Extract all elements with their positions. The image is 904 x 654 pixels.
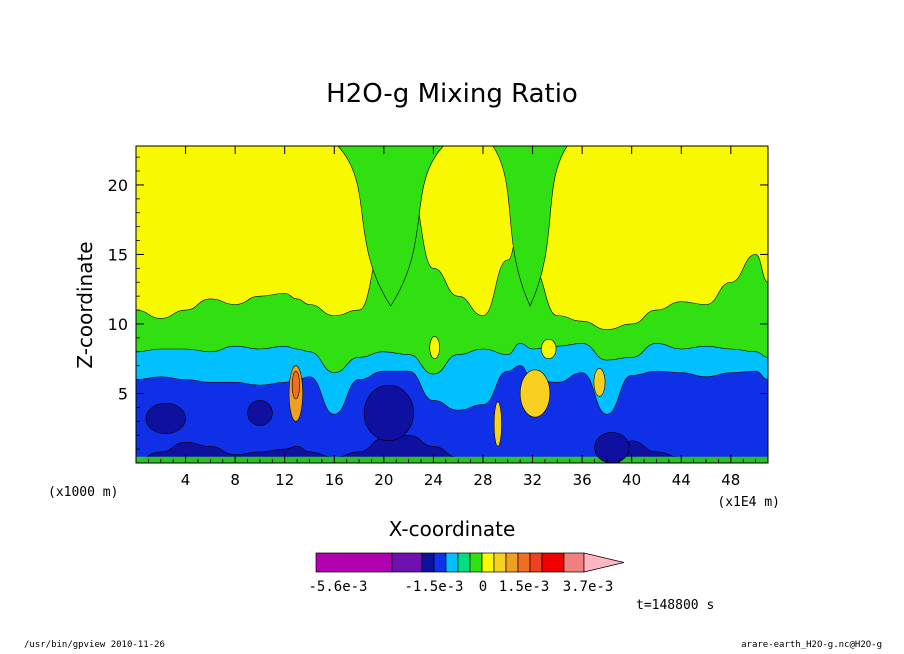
- contour-field: [136, 146, 768, 463]
- colorbar-swatch-14: [563, 552, 585, 573]
- contour-blob-10: [291, 370, 300, 400]
- colorbar-swatch-3: [421, 552, 435, 573]
- x-axis-label: X-coordinate: [389, 517, 516, 541]
- x-tick-label-24: 24: [424, 471, 443, 489]
- contour-blob-6: [593, 368, 606, 397]
- colorbar-label-3: 0: [479, 579, 487, 595]
- x-scale-note: (x1E4 m): [717, 495, 780, 510]
- colorbar-swatch-1: [315, 552, 393, 573]
- y-tick-label-15: 15: [108, 245, 128, 264]
- contour-blob-2: [247, 400, 273, 426]
- x-tick-label-32: 32: [523, 471, 542, 489]
- contour-blob-1: [145, 402, 186, 435]
- green-column-1: [337, 146, 444, 307]
- x-tick-label-20: 20: [374, 471, 393, 489]
- y-axis: 5 10 15 20: [108, 156, 768, 450]
- contour-blob-8: [540, 338, 557, 360]
- contour-blob-5: [519, 369, 551, 418]
- colorbar-arrow: [583, 552, 625, 573]
- colorbar-swatch-13: [541, 552, 565, 573]
- y-tick-label-10: 10: [108, 315, 128, 334]
- x-tick-label-12: 12: [275, 471, 294, 489]
- time-label: t=148800 s: [636, 598, 714, 613]
- contour-blob-3: [363, 384, 414, 442]
- band-yellow-upper: [136, 146, 768, 330]
- x-tick-label-4: 4: [181, 471, 191, 489]
- footer-file: arare-earth_H2O-g.nc@H2O-g: [741, 640, 882, 650]
- x-tick-label-8: 8: [230, 471, 240, 489]
- colorbar-label-4: 1.5e-3: [499, 579, 550, 595]
- colorbar-swatch-8: [481, 552, 495, 573]
- colorbar-swatch-11: [517, 552, 531, 573]
- x-tick-label-28: 28: [473, 471, 492, 489]
- y-axis-label: Z-coordinate: [73, 241, 97, 368]
- colorbar-label-1: -5.6e-3: [308, 579, 367, 595]
- colorbar-swatch-12: [529, 552, 543, 573]
- x-tick-label-48: 48: [721, 471, 740, 489]
- colorbar-labels: -5.6e-3 -1.5e-3 0 1.5e-3 3.7e-3: [308, 579, 613, 595]
- contour-blob-7: [429, 336, 440, 360]
- colorbar: [315, 552, 625, 573]
- colorbar-swatch-10: [505, 552, 519, 573]
- x-tick-label-40: 40: [622, 471, 641, 489]
- colorbar-label-2: -1.5e-3: [404, 579, 463, 595]
- green-column-2: [492, 146, 568, 307]
- colorbar-swatch-2: [391, 552, 423, 573]
- x-axis: 4 8 12 16 20 24 28 32 36 40 44 48: [147, 146, 757, 489]
- footer-command: /usr/bin/gpview 2010-11-26: [24, 640, 165, 650]
- x-unit-label: (x1000 m): [48, 485, 118, 500]
- colorbar-swatch-7: [469, 552, 483, 573]
- contour-blob-4: [594, 432, 630, 463]
- ground-strip: [136, 456, 768, 463]
- colorbar-label-5: 3.7e-3: [563, 579, 614, 595]
- colorbar-swatch-9: [493, 552, 507, 573]
- chart-title: H2O-g Mixing Ratio: [326, 79, 578, 109]
- x-tick-label-36: 36: [573, 471, 592, 489]
- contour-blob-11: [493, 401, 502, 447]
- colorbar-swatch-4: [433, 552, 447, 573]
- colorbar-swatch-5: [445, 552, 459, 573]
- colorbar-swatch-6: [457, 552, 471, 573]
- x-tick-label-16: 16: [325, 471, 344, 489]
- y-tick-label-20: 20: [108, 176, 128, 195]
- y-tick-label-5: 5: [118, 384, 128, 403]
- plot-frame: [135, 145, 769, 464]
- x-tick-label-44: 44: [672, 471, 691, 489]
